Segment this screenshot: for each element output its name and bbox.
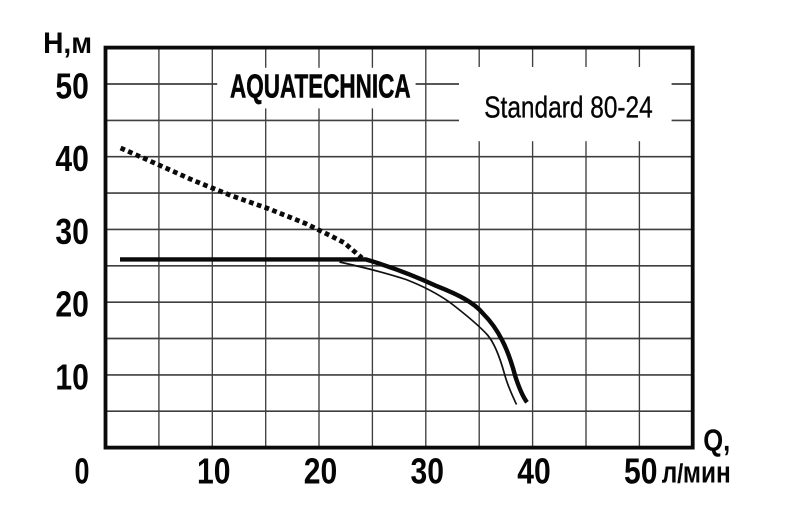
- svg-text:40: 40: [55, 138, 89, 179]
- svg-text:50: 50: [624, 451, 658, 492]
- svg-text:30: 30: [55, 211, 89, 252]
- svg-text:20: 20: [304, 451, 338, 492]
- svg-text:Q,: Q,: [703, 422, 730, 457]
- svg-text:10: 10: [55, 356, 89, 397]
- svg-text:20: 20: [55, 284, 89, 325]
- svg-text:H,м: H,м: [43, 27, 92, 60]
- svg-text:50: 50: [55, 66, 89, 107]
- svg-text:40: 40: [517, 451, 551, 492]
- svg-text:0: 0: [75, 451, 90, 492]
- svg-text:л/мин: л/мин: [662, 455, 731, 490]
- svg-text:10: 10: [197, 451, 231, 492]
- svg-text:AQUATECHNICA: AQUATECHNICA: [230, 69, 411, 106]
- svg-text:Standard 80-24: Standard 80-24: [484, 90, 653, 125]
- svg-text:30: 30: [411, 451, 445, 492]
